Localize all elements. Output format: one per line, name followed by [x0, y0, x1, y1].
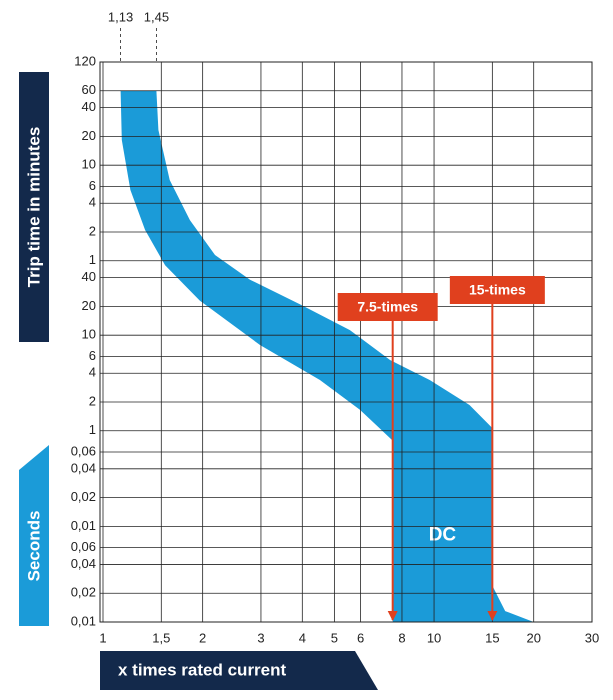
- y-tick-label: 4: [89, 195, 96, 210]
- y-tick-label: 40: [82, 99, 96, 114]
- annotation-label: 7.5-times: [357, 299, 418, 315]
- x-tick-label: 6: [357, 630, 364, 645]
- y-tick-label: 1: [89, 252, 96, 267]
- marker-label: 1,45: [144, 9, 169, 24]
- y-tick-label: 10: [82, 157, 96, 172]
- y-tick-label: 20: [82, 128, 96, 143]
- x-tick-label: 1: [99, 630, 106, 645]
- y-tick-label: 6: [89, 178, 96, 193]
- annotation-box: [449, 276, 545, 304]
- x-tick-label: 15: [485, 630, 499, 645]
- y-title: Trip time in minutes: [24, 127, 43, 288]
- marker-label: 1,13: [108, 9, 133, 24]
- y-tick-label: 6: [89, 348, 96, 363]
- y-tick-label: 120: [74, 53, 96, 68]
- y-tick-label: 20: [82, 298, 96, 313]
- x-tick-label: 3: [257, 630, 264, 645]
- x-tick-label: 20: [526, 630, 540, 645]
- y-tick-label: 2: [89, 393, 96, 408]
- x-title: x times rated current: [118, 660, 287, 679]
- y-title-box: [19, 72, 49, 342]
- annotation-box: [337, 293, 438, 321]
- y-tick-label: 0,04: [71, 556, 96, 571]
- y-tick-label: 2: [89, 223, 96, 238]
- y-tick-label: 0,02: [71, 585, 96, 600]
- y-tick-label: 60: [82, 82, 96, 97]
- x-tick-label: 8: [398, 630, 405, 645]
- y-subtitle: Seconds: [24, 511, 43, 582]
- y-tick-label: 0,02: [71, 489, 96, 504]
- y-tick-label: 1: [89, 422, 96, 437]
- band-label: DC: [429, 525, 457, 546]
- y-tick-label: 10: [82, 327, 96, 342]
- x-tick-label: 2: [199, 630, 206, 645]
- y-subtitle-box: [19, 445, 49, 626]
- y-tick-label: 0,01: [71, 518, 96, 533]
- y-tick-label: 0,06: [71, 539, 96, 554]
- y-tick-label: 0,04: [71, 460, 96, 475]
- x-tick-label: 30: [585, 630, 599, 645]
- y-tick-label: 4: [89, 365, 96, 380]
- annotation-label: 15-times: [469, 282, 526, 298]
- x-tick-label: 4: [299, 630, 306, 645]
- x-tick-label: 1,5: [152, 630, 170, 645]
- x-title-box: [100, 651, 378, 690]
- y-tick-label: 40: [82, 269, 96, 284]
- y-tick-label: 0,01: [71, 613, 96, 628]
- y-tick-label: 0,06: [71, 443, 96, 458]
- x-tick-label: 5: [331, 630, 338, 645]
- x-tick-label: 10: [427, 630, 441, 645]
- plot-frame: [99, 61, 593, 623]
